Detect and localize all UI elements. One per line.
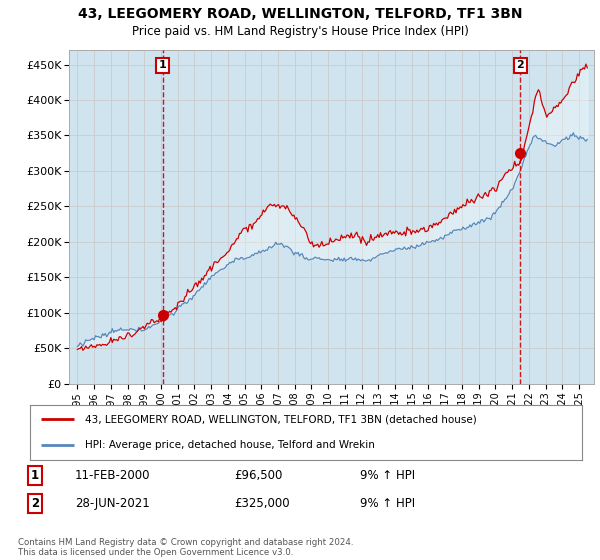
Text: Contains HM Land Registry data © Crown copyright and database right 2024.
This d: Contains HM Land Registry data © Crown c… <box>18 538 353 557</box>
Text: 9% ↑ HPI: 9% ↑ HPI <box>360 469 415 482</box>
Text: 2: 2 <box>517 60 524 71</box>
Text: 43, LEEGOMERY ROAD, WELLINGTON, TELFORD, TF1 3BN (detached house): 43, LEEGOMERY ROAD, WELLINGTON, TELFORD,… <box>85 414 477 424</box>
Text: 28-JUN-2021: 28-JUN-2021 <box>75 497 150 510</box>
Text: 11-FEB-2000: 11-FEB-2000 <box>75 469 151 482</box>
Text: 43, LEEGOMERY ROAD, WELLINGTON, TELFORD, TF1 3BN: 43, LEEGOMERY ROAD, WELLINGTON, TELFORD,… <box>78 7 522 21</box>
Text: 9% ↑ HPI: 9% ↑ HPI <box>360 497 415 510</box>
Text: HPI: Average price, detached house, Telford and Wrekin: HPI: Average price, detached house, Telf… <box>85 440 375 450</box>
Text: 1: 1 <box>31 469 39 482</box>
Text: 2: 2 <box>31 497 39 510</box>
Text: Price paid vs. HM Land Registry's House Price Index (HPI): Price paid vs. HM Land Registry's House … <box>131 25 469 38</box>
Text: 1: 1 <box>159 60 167 71</box>
Text: £96,500: £96,500 <box>235 469 283 482</box>
Text: £325,000: £325,000 <box>235 497 290 510</box>
